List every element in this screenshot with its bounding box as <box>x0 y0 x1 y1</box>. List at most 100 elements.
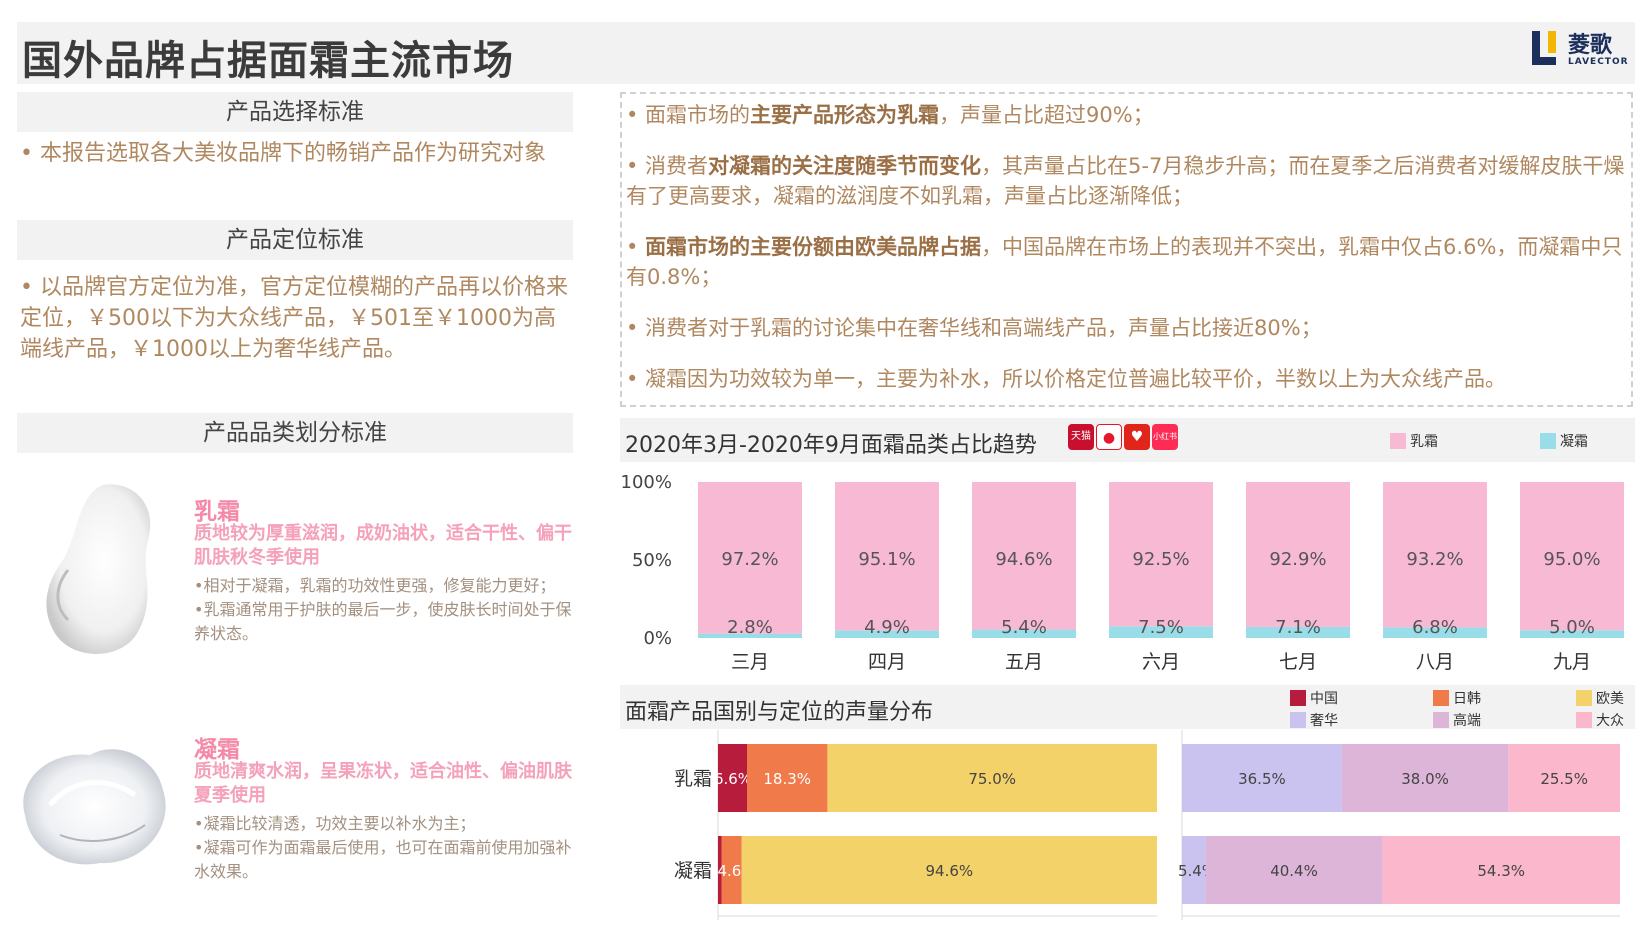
findings-box: • 面霜市场的主要产品形态为乳霜，声量占比超过90%； • 消费者对凝霜的关注度… <box>620 92 1633 407</box>
data-label-cream: 92.9% <box>1269 549 1326 570</box>
legend-label: 奢华 <box>1310 713 1338 729</box>
logo-text-cn: 菱歌 <box>1568 33 1613 58</box>
xiaohongshu-icon: 小红书 <box>1152 424 1178 450</box>
data-label-cream: 97.2% <box>721 549 778 570</box>
bar-segment <box>1205 836 1383 904</box>
y-tick-label: 50% <box>632 550 672 571</box>
bar-cream <box>1109 482 1213 627</box>
legend-swatch <box>1290 690 1306 706</box>
data-label: 38.0% <box>1401 770 1449 788</box>
data-label: 40.4% <box>1270 862 1318 880</box>
legend-item: 高端 <box>1433 710 1481 730</box>
finding-item: • 消费者对凝霜的关注度随季节而变化，其声量占比在5-7月稳步升高；而在夏季之后… <box>626 154 1625 208</box>
legend-label: 日韩 <box>1453 691 1481 707</box>
x-tick-label: 四月 <box>868 651 906 673</box>
data-label-gel: 4.9% <box>864 617 910 638</box>
legend-item: 中国 <box>1290 688 1338 708</box>
legend-item: 日韩 <box>1433 688 1481 708</box>
legend-item: 凝霜 <box>1540 431 1588 451</box>
row-label: 凝霜 <box>674 860 712 882</box>
legend-label: 中国 <box>1310 691 1338 707</box>
product-subtitle-gel: 质地清爽水润，呈果冻状，适合油性、偏油肌肤夏季使用 <box>194 761 572 806</box>
bar-segment <box>721 836 742 904</box>
bar-segment <box>827 744 1157 812</box>
chart2-title: 面霜产品国别与定位的声量分布 <box>625 700 934 725</box>
legend-swatch <box>1540 433 1556 449</box>
bar-cream <box>698 482 802 634</box>
category-trend-chart: 0% 50% 100% 97.2% 2.8% 三月 95.1% 4.9% 四月 94.6% 5.4%… <box>621 472 1624 673</box>
data-label-gel: 2.8% <box>727 617 773 638</box>
bar-cream <box>835 482 939 631</box>
origin-positioning-chart: 乳霜凝霜6.6%18.3%75.0%8%4.6%94.6%36.5%38.0%2… <box>674 730 1620 920</box>
bar-cream <box>1383 482 1487 628</box>
source-icons: 天猫 ● ♥ 小红书 <box>1068 424 1180 452</box>
legend-item: 乳霜 <box>1390 431 1438 451</box>
bar-segment <box>1182 836 1206 904</box>
data-label: 18.3% <box>763 770 811 788</box>
data-label: 36.5% <box>1238 770 1286 788</box>
logo-text-en: LAVECTOR <box>1568 57 1629 67</box>
legend-item: 大众 <box>1576 710 1624 730</box>
data-label-cream: 95.1% <box>858 549 915 570</box>
bar-gel <box>1383 627 1487 638</box>
bar-segment <box>718 836 722 904</box>
section-heading-selection: 产品选择标准 <box>17 92 573 132</box>
product-desc-gel: •凝霜比较清透，功效主要以补水为主； •凝霜可作为面霜最后使用，也可在面霜前使用… <box>194 814 572 881</box>
chart2-header: 面霜产品国别与定位的声量分布 <box>620 685 1635 729</box>
y-tick-label: 0% <box>643 628 672 649</box>
bar-gel <box>1520 630 1624 638</box>
data-label: 25.5% <box>1540 770 1588 788</box>
x-tick-label: 五月 <box>1005 651 1043 673</box>
bar-gel <box>698 633 802 638</box>
bar-segment <box>1182 744 1342 812</box>
section-text-selection: • 本报告选取各大美妆品牌下的畅销产品作为研究对象 <box>20 141 546 166</box>
data-label: 94.6% <box>926 862 974 880</box>
legend-label: 大众 <box>1596 713 1624 729</box>
legend-swatch <box>1390 433 1406 449</box>
data-label-gel: 6.8% <box>1412 617 1458 638</box>
data-label-gel: 7.1% <box>1275 617 1321 638</box>
bar-segment <box>1341 744 1509 812</box>
page-title: 国外品牌占据面霜主流市场 <box>22 38 514 84</box>
product-name-cream: 乳霜 <box>194 499 240 525</box>
chart1-header: 2020年3月-2020年9月面霜品类占比趋势 天猫 ● ♥ 小红书 乳霜 凝霜 <box>620 418 1635 462</box>
row-label: 乳霜 <box>674 768 712 790</box>
y-tick-label: 100% <box>621 472 672 493</box>
title-bar <box>17 22 1635 84</box>
legend-swatch <box>1433 712 1449 728</box>
x-tick-label: 六月 <box>1142 651 1180 673</box>
data-label-cream: 95.0% <box>1543 549 1600 570</box>
legend-label: 凝霜 <box>1560 434 1588 450</box>
bar-cream <box>1520 482 1624 631</box>
product-desc-cream: •相对于凝霜，乳霜的功效性更强，修复能力更好； •乳霜通常用于护肤的最后一步，使… <box>194 576 572 643</box>
data-label-gel: 7.5% <box>1138 617 1184 638</box>
gel-texture-image <box>23 749 166 865</box>
section-heading-positioning: 产品定位标准 <box>17 220 573 260</box>
chart1-title: 2020年3月-2020年9月面霜品类占比趋势 <box>625 433 1037 458</box>
data-label-cream: 93.2% <box>1406 549 1463 570</box>
bar-gel <box>1246 626 1350 638</box>
jd-icon: ♥ <box>1124 424 1150 450</box>
x-tick-label: 九月 <box>1553 651 1591 673</box>
data-label: 6.6% <box>714 770 752 788</box>
data-label: 75.0% <box>968 770 1016 788</box>
section-text-positioning: • 以品牌官方定位为准，官方定位模糊的产品再以价格来定位，￥500以下为大众线产… <box>20 275 568 362</box>
weibo-icon: ● <box>1096 424 1122 450</box>
legend-item: 欧美 <box>1576 688 1624 708</box>
legend-label: 高端 <box>1453 713 1481 729</box>
data-label-cream: 92.5% <box>1132 549 1189 570</box>
x-tick-label: 八月 <box>1416 651 1454 673</box>
brand-logo: 菱歌 LAVECTOR <box>1530 27 1630 75</box>
bar-gel <box>972 629 1076 638</box>
finding-item: • 凝霜因为功效较为单一，主要为补水，所以价格定位普遍比较平价，半数以上为大众线… <box>626 367 1507 391</box>
tmall-icon: 天猫 <box>1068 424 1094 450</box>
bar-segment <box>747 744 828 812</box>
finding-item: • 面霜市场的主要产品形态为乳霜，声量占比超过90%； <box>626 103 1154 127</box>
x-tick-label: 七月 <box>1279 651 1317 673</box>
legend-swatch <box>1576 690 1592 706</box>
product-subtitle-cream: 质地较为厚重滋润，成奶油状，适合干性、偏干肌肤秋冬季使用 <box>194 523 572 568</box>
legend-label: 欧美 <box>1596 691 1624 707</box>
bar-cream <box>972 482 1076 630</box>
bar-segment <box>741 836 1157 904</box>
bar-segment <box>1382 836 1620 904</box>
